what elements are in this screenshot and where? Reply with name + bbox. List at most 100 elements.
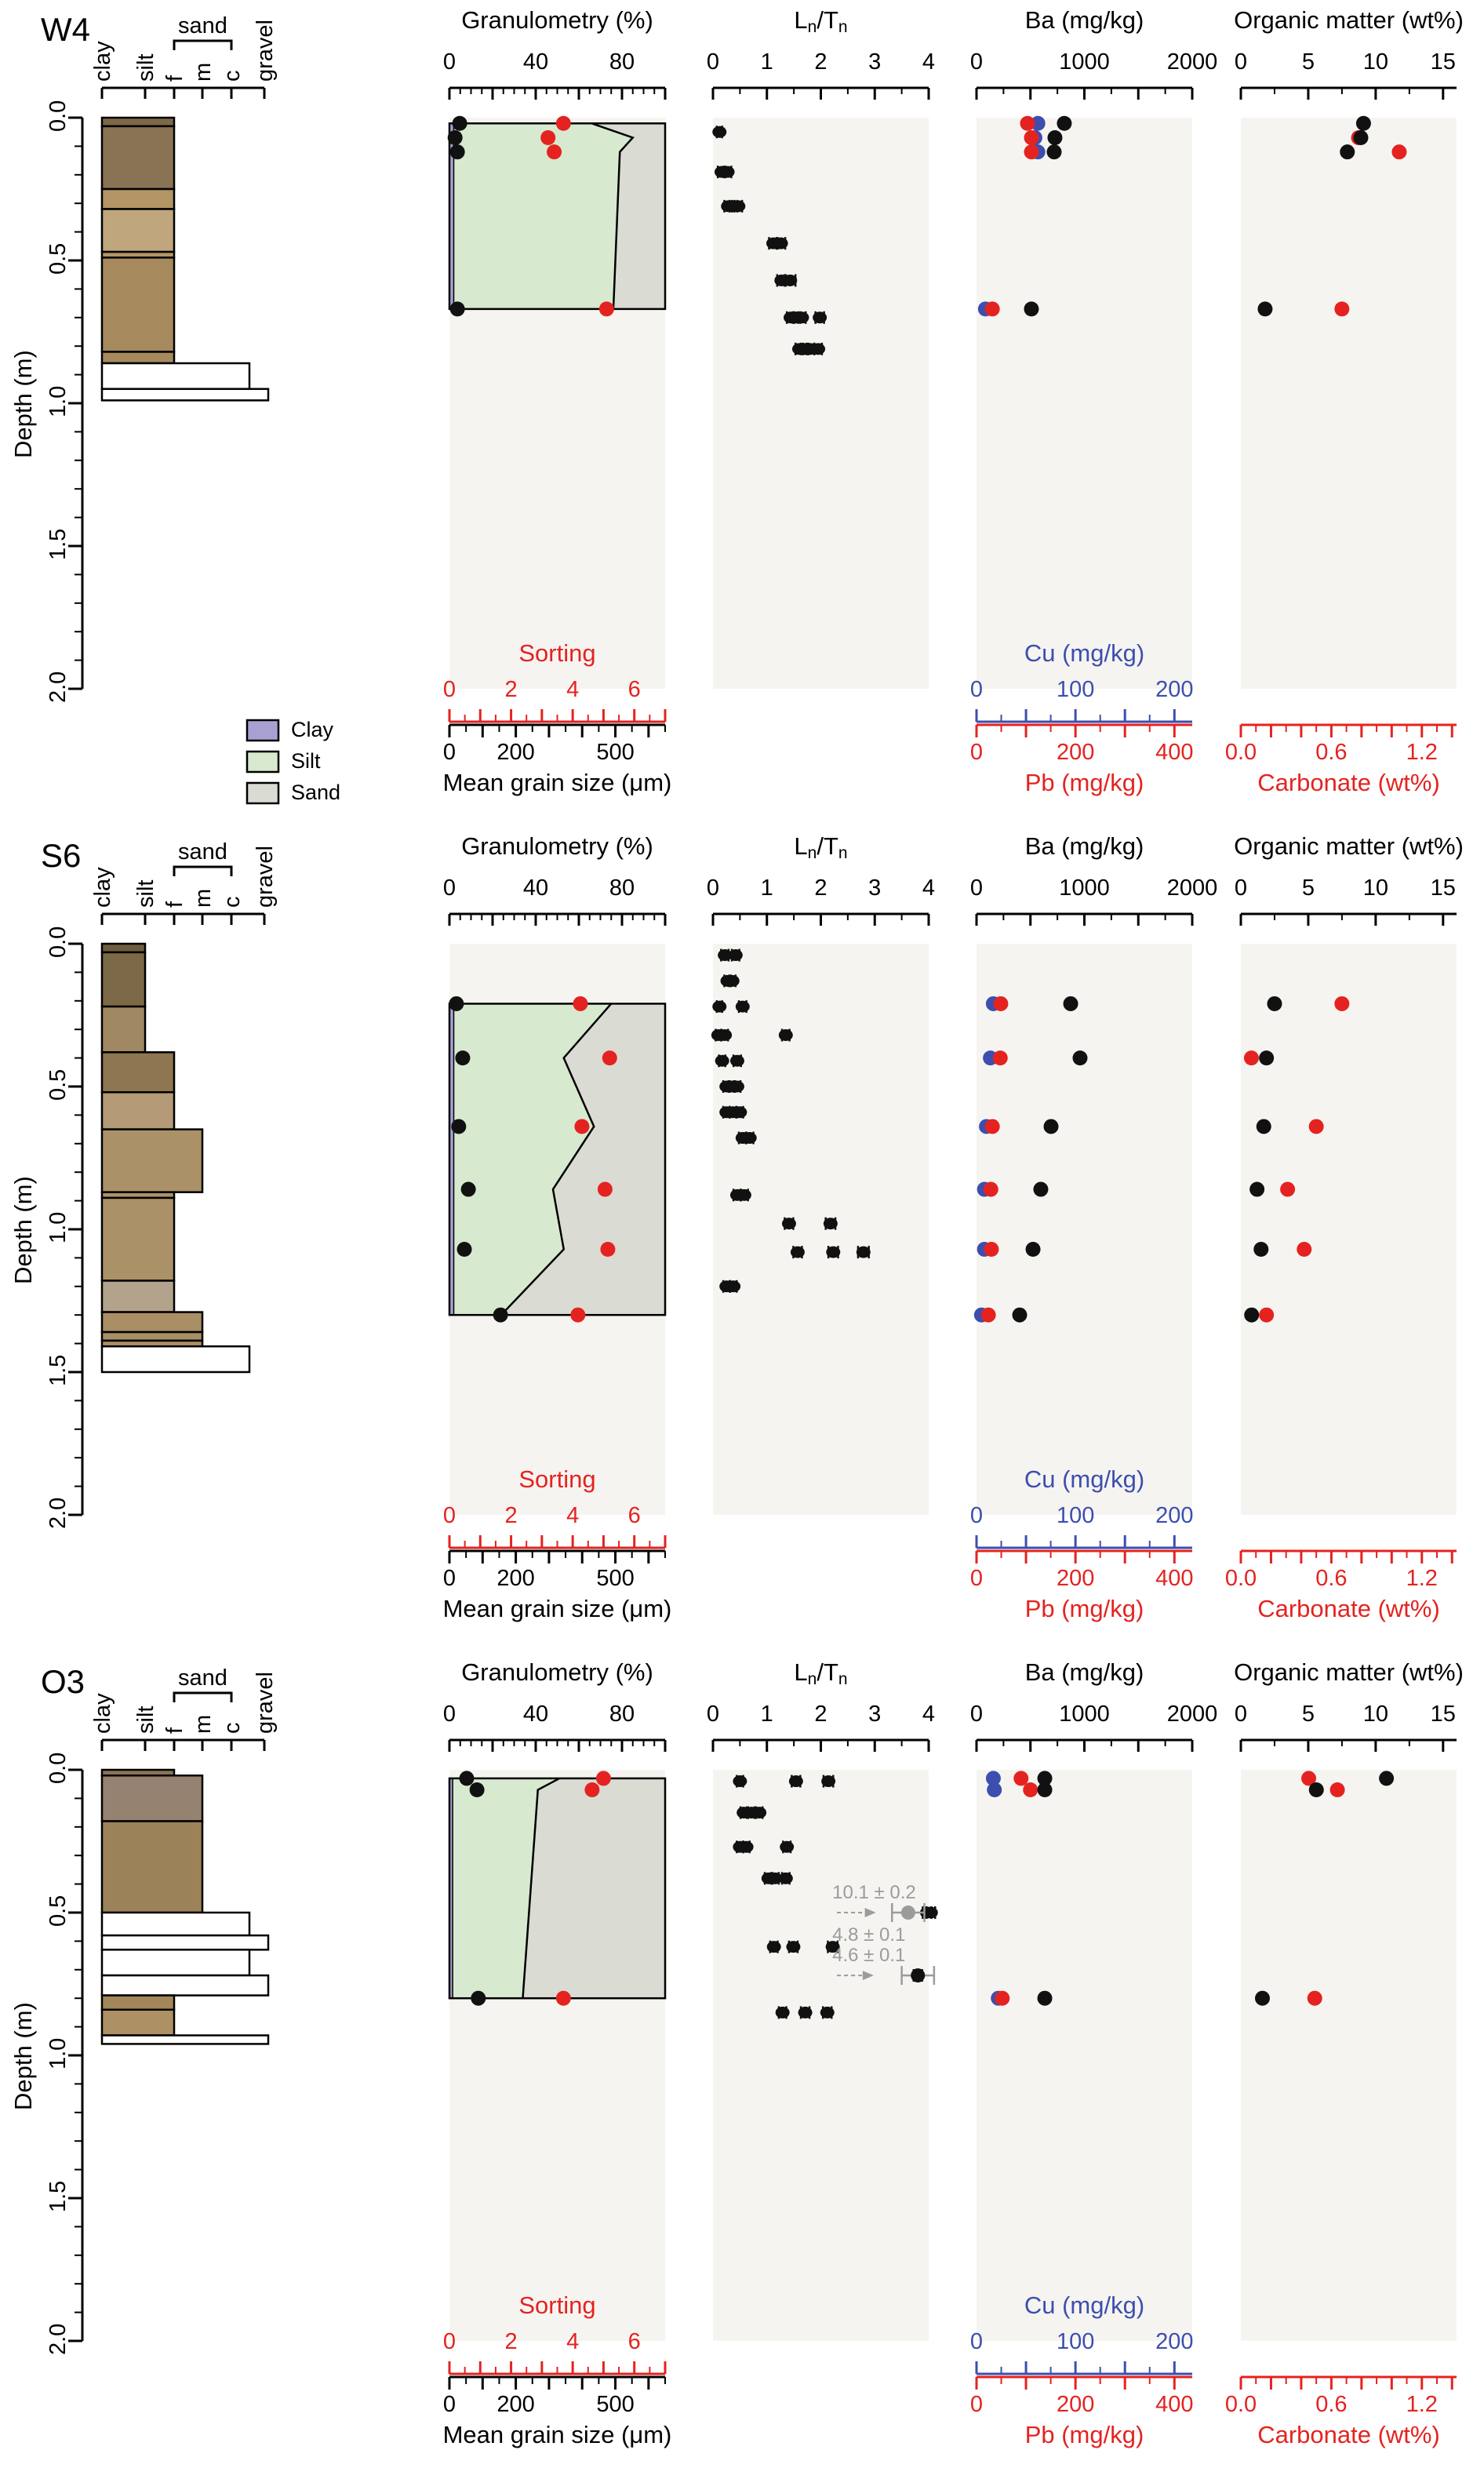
core-row-S6: S6 0.0 0.5 1.0 1.5 2.0 Depth (m) clay silt f m c gra… [9, 832, 1464, 1622]
axis-tick-label: 4 [922, 49, 935, 75]
axis-tick-label: 0 [443, 1503, 456, 1528]
core-layer [100, 362, 251, 391]
axis-tick-label: 0 [970, 49, 983, 75]
axis-tick-label: 2 [505, 1503, 518, 1528]
depth-axis-title: Depth (m) [9, 2002, 37, 2110]
axis-tick-label: 2 [814, 875, 827, 901]
plot-background [977, 944, 1192, 1515]
ba-cu-pb-points [977, 115, 1072, 317]
core-layer [100, 2008, 176, 2037]
axis-tick-label: 40 [523, 1702, 548, 1727]
core-row-O3: O3 0.0 0.5 1.0 1.5 2.0 Depth (m) clay silt f m c gra… [9, 1658, 1464, 2448]
axis-tick-label: 3 [868, 1702, 881, 1727]
grain-class-label: c [220, 897, 245, 908]
grain-class-label: m [191, 63, 216, 82]
axis-tick-label: 0 [443, 875, 456, 901]
grain-class-label: gravel [253, 1672, 278, 1734]
grain-class-label: silt [133, 1706, 158, 1734]
axis-title: Sorting [518, 639, 595, 667]
core-layer [100, 2034, 270, 2045]
panel-title: Ln/Tn [794, 832, 847, 862]
axis-tick-label: 400 [1155, 2392, 1193, 2417]
plot-background [1241, 118, 1457, 689]
axis-tick-label: 4 [922, 1702, 935, 1727]
axis-tick-label: 500 [596, 1566, 634, 1591]
axis-title: Carbonate (wt%) [1257, 2421, 1440, 2448]
axis-tick-label: 0 [970, 1702, 983, 1727]
grain-class-label: silt [133, 880, 158, 908]
axis-title: Mean grain size (μm) [443, 1595, 672, 1622]
axis-title: Sorting [518, 2291, 595, 2319]
stratigraphic-column: 0.0 0.5 1.0 1.5 2.0 Depth (m) clay silt f m c grave… [9, 13, 278, 703]
grain-class-label: silt [133, 54, 158, 82]
grain-class-label: c [220, 1723, 245, 1735]
core-layer [100, 187, 176, 210]
axis-tick-label: 1.2 [1406, 2392, 1438, 2417]
axis-tick-label: 1 [761, 1702, 773, 1727]
axis-tick-label: 40 [523, 875, 548, 901]
ba-panel: 0 1000 2000 Ba (mg/kg) 0 100 200 Cu (mg/kg) 0 200… [970, 832, 1217, 1622]
axis-tick-label: 2 [505, 677, 518, 702]
depth-tick-label: 0.0 [45, 926, 71, 958]
lntn-panel: 0 1 2 3 4 Ln/Tn [707, 6, 935, 355]
axis-tick-label: 1000 [1059, 1702, 1110, 1727]
core-layer [100, 1345, 251, 1374]
plot-background [1241, 944, 1457, 1515]
axis-title: Carbonate (wt%) [1257, 769, 1440, 796]
dose-annotation-text: 4.6 ± 0.1 [832, 1945, 905, 1966]
sand-bracket-label: sand [178, 839, 227, 865]
core-layer [100, 1051, 176, 1094]
panel-title: Ba (mg/kg) [1025, 1658, 1144, 1686]
axis-tick-label: 0 [970, 2329, 983, 2354]
axis-tick-label: 200 [1057, 2392, 1094, 2417]
core-layer [100, 1949, 251, 1977]
plot-background [713, 944, 929, 1515]
core-layer [100, 1196, 176, 1282]
axis-tick-label: 2 [814, 1702, 827, 1727]
axis-title: Mean grain size (μm) [443, 2421, 672, 2448]
core-layer [100, 208, 176, 253]
grain-class-label: clay [90, 1693, 115, 1734]
axis-tick-label: 0.6 [1315, 1566, 1347, 1591]
sand-band [522, 1778, 665, 1999]
panel-title: Organic matter (wt%) [1234, 832, 1464, 860]
depth-tick-label: 0.5 [45, 1069, 71, 1101]
axis-tick-label: 80 [609, 1702, 635, 1727]
core-row-W4: W4 0.0 0.5 1.0 1.5 2.0 Depth (m) clay silt f m c gra… [9, 6, 1464, 796]
axis-title: Sorting [518, 1465, 595, 1493]
axis-tick-label: 500 [596, 2392, 634, 2417]
axis-tick-label: 4 [566, 677, 579, 702]
granulometry-outline [448, 1003, 667, 1316]
axis-tick-label: 2 [505, 2329, 518, 2354]
core-id-label: O3 [41, 1663, 85, 1700]
om-carbonate-points [1255, 1771, 1395, 2006]
axis-tick-label: 15 [1431, 49, 1456, 75]
depth-tick-label: 1.5 [45, 1355, 71, 1386]
axis-title: Pb (mg/kg) [1025, 769, 1144, 796]
grain-class-label: gravel [253, 846, 278, 908]
axis-tick-label: 0 [970, 677, 983, 702]
plot-background [977, 118, 1192, 689]
grain-class-label: clay [90, 41, 115, 82]
axis-tick-label: 200 [1155, 1503, 1193, 1528]
axis-tick-label: 5 [1302, 1702, 1315, 1727]
lntn-panel: 0 1 2 3 4 Ln/Tn [707, 832, 935, 1293]
axis-tick-label: 200 [1155, 2329, 1193, 2354]
panel-title: Organic matter (wt%) [1234, 1658, 1464, 1686]
axis-tick-label: 2000 [1167, 1702, 1218, 1727]
organic-matter-panel: 0 5 10 15 Organic matter (wt%) 0.0 0.6 1.2 Carbo… [1225, 832, 1464, 1622]
axis-tick-label: 100 [1057, 1503, 1094, 1528]
axis-tick-label: 15 [1431, 1702, 1456, 1727]
axis-tick-label: 5 [1302, 875, 1315, 901]
axis-tick-label: 0 [443, 2329, 456, 2354]
axis-tick-label: 6 [628, 2329, 641, 2354]
dose-annotation-text: 10.1 ± 0.2 [832, 1882, 916, 1903]
axis-tick-label: 200 [1155, 677, 1193, 702]
axis-tick-label: 0 [970, 1566, 983, 1591]
plot-background [713, 118, 929, 689]
axis-tick-label: 400 [1155, 740, 1193, 765]
depth-axis-title: Depth (m) [9, 350, 37, 458]
legend: Clay Silt Sand [246, 718, 340, 805]
panel-title: Granulometry (%) [461, 832, 653, 860]
stratigraphic-column: 0.0 0.5 1.0 1.5 2.0 Depth (m) clay silt f m c grave… [9, 839, 278, 1529]
